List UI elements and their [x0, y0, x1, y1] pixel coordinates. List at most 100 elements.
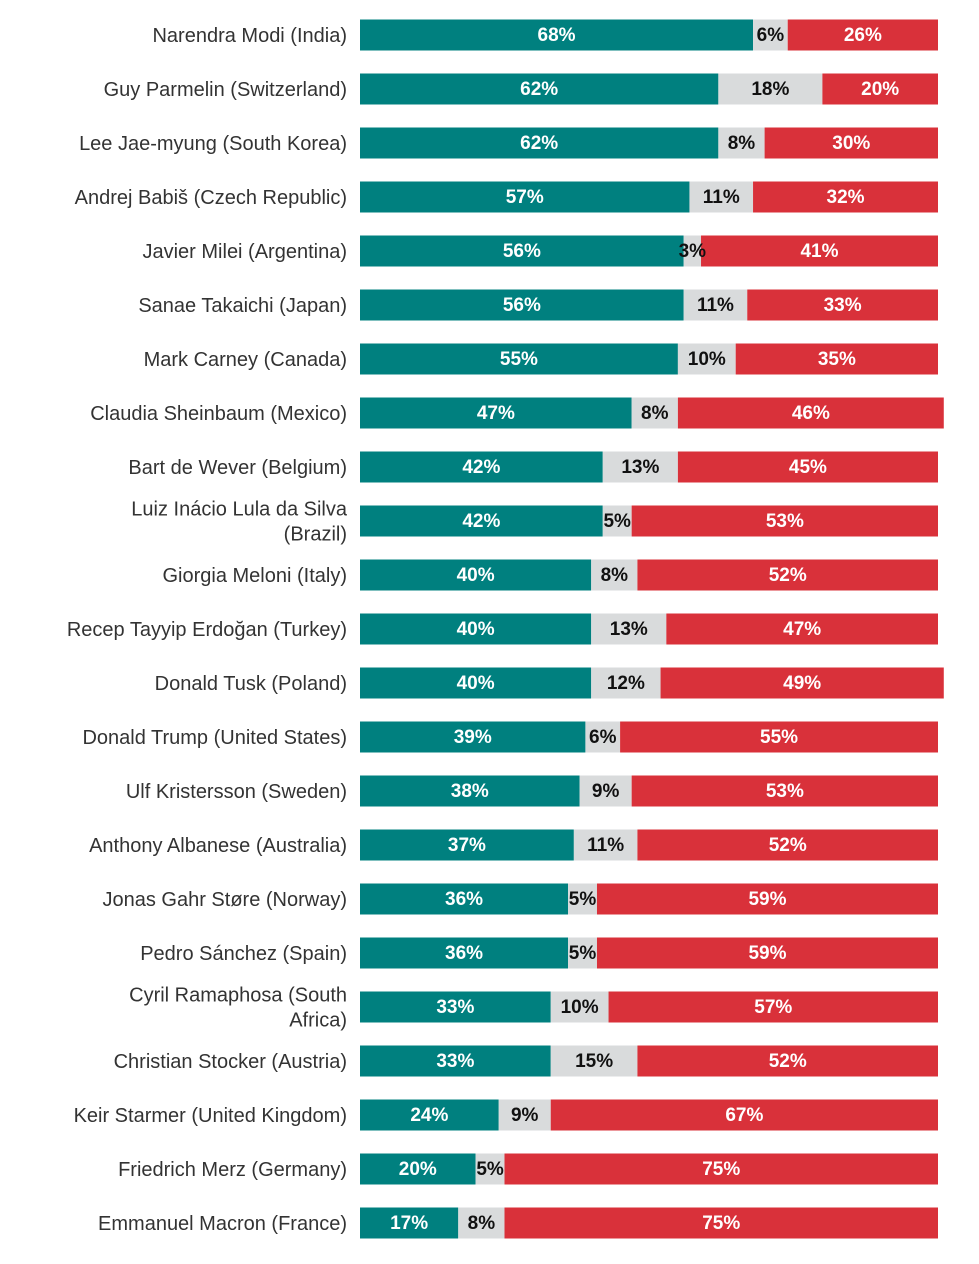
category-label: Ulf Kristersson (Sweden): [126, 781, 347, 803]
value-label-unsure: 5%: [569, 943, 597, 964]
bar-segment-unsure: [550, 1045, 638, 1077]
category-label: Giorgia Meloni (Italy): [162, 565, 347, 587]
value-label-approve: 42%: [462, 457, 500, 478]
category-label: Christian Stocker (Austria): [114, 1051, 347, 1073]
value-label-disapprove: 30%: [832, 133, 870, 154]
category-label: Recep Tayyip Erdoğan (Turkey): [67, 619, 347, 641]
category-label: Donald Tusk (Poland): [155, 673, 347, 695]
bar-segment-approve: [360, 451, 603, 483]
value-label-unsure: 12%: [607, 673, 645, 694]
value-label-unsure: 10%: [561, 997, 599, 1018]
bar-segment-disapprove: [764, 127, 938, 159]
value-label-unsure: 18%: [751, 79, 789, 100]
value-label-unsure: 13%: [610, 619, 648, 640]
value-label-approve: 33%: [436, 997, 474, 1018]
category-label: Narendra Modi (India): [152, 25, 347, 47]
bar-segment-approve: [360, 181, 690, 213]
value-label-approve: 55%: [500, 349, 538, 370]
category-label: Keir Starmer (United Kingdom): [74, 1105, 347, 1127]
category-label: Donald Trump (United States): [82, 727, 347, 749]
bar-segment-disapprove: [637, 1045, 938, 1077]
bar-segment-unsure: [585, 721, 621, 753]
value-label-unsure: 5%: [569, 889, 597, 910]
bar-segment-unsure: [591, 667, 661, 699]
value-label-disapprove: 20%: [861, 79, 899, 100]
value-label-disapprove: 53%: [766, 781, 804, 802]
category-label: Jonas Gahr Støre (Norway): [102, 889, 347, 911]
value-label-approve: 47%: [477, 403, 515, 424]
bar-segment-approve: [360, 1153, 476, 1185]
value-label-disapprove: 32%: [827, 187, 865, 208]
bar-segment-unsure: [579, 775, 632, 807]
bar-segment-unsure: [683, 289, 748, 321]
value-label-approve: 36%: [445, 943, 483, 964]
chart-row: Narendra Modi (India) 68% 6% 26%: [152, 19, 938, 51]
bar-segment-disapprove: [550, 1099, 938, 1131]
value-label-disapprove: 52%: [769, 1051, 807, 1072]
bar-segment-approve: [360, 721, 586, 753]
chart-row: Pedro Sánchez (Spain) 36% 5% 59%: [140, 937, 938, 969]
bar-segment-approve: [360, 289, 684, 321]
bar-segment-unsure: [591, 613, 667, 645]
bar-segment-unsure: [683, 235, 702, 267]
category-label: Andrej Babiš (Czech Republic): [75, 187, 347, 209]
bar-segment-approve: [360, 1099, 499, 1131]
bar-segment-disapprove: [753, 181, 938, 213]
value-label-unsure: 8%: [641, 403, 669, 424]
bar-segment-approve: [360, 73, 719, 105]
value-label-disapprove: 67%: [725, 1105, 763, 1126]
value-label-disapprove: 45%: [789, 457, 827, 478]
chart-row: Cyril Ramaphosa (South Africa) 33% 10% 57%: [129, 985, 938, 1032]
bar-segment-approve: [360, 991, 551, 1023]
category-label: Mark Carney (Canada): [144, 349, 347, 371]
value-label-approve: 62%: [520, 133, 558, 154]
bar-segment-disapprove: [822, 73, 938, 105]
value-label-unsure: 8%: [728, 133, 756, 154]
bar-segment-approve: [360, 505, 603, 537]
value-label-unsure: 11%: [587, 835, 624, 856]
value-label-unsure: 8%: [468, 1213, 496, 1234]
chart-row: Jonas Gahr Støre (Norway) 36% 5% 59%: [102, 883, 938, 915]
bar-segment-disapprove: [504, 1207, 938, 1239]
chart-row: Anthony Albanese (Australia) 37% 11% 52%: [89, 829, 938, 861]
bar-segment-approve: [360, 559, 592, 591]
bar-segment-disapprove: [677, 397, 944, 429]
bar-segment-approve: [360, 829, 574, 861]
chart-row: Keir Starmer (United Kingdom) 24% 9% 67%: [74, 1099, 938, 1131]
bar-segment-unsure: [689, 181, 754, 213]
bar-segment-disapprove: [637, 829, 938, 861]
bar-segment-approve: [360, 1207, 459, 1239]
bar-segment-disapprove: [735, 343, 938, 375]
category-label: Cyril Ramaphosa (South Africa): [129, 985, 347, 1032]
value-label-unsure: 15%: [575, 1051, 613, 1072]
value-label-approve: 20%: [399, 1159, 437, 1180]
value-label-unsure: 8%: [601, 565, 629, 586]
bar-segment-disapprove: [677, 451, 938, 483]
bar-segment-disapprove: [620, 721, 938, 753]
chart-row: Donald Tusk (Poland) 40% 12% 49%: [155, 667, 944, 699]
bar-segment-approve: [360, 613, 592, 645]
bar-segment-disapprove: [631, 775, 938, 807]
bar-segment-approve: [360, 343, 678, 375]
bar-segment-disapprove: [631, 505, 938, 537]
chart-row: Lee Jae-myung (South Korea) 62% 8% 30%: [79, 127, 938, 159]
bar-segment-unsure: [718, 127, 765, 159]
chart-row: Bart de Wever (Belgium) 42% 13% 45%: [128, 451, 938, 483]
value-label-unsure: 10%: [688, 349, 726, 370]
bar-segment-approve: [360, 775, 580, 807]
value-label-unsure: 5%: [603, 511, 631, 532]
bar-segment-disapprove: [637, 559, 938, 591]
bar-segment-unsure: [550, 991, 609, 1023]
chart-row: Giorgia Meloni (Italy) 40% 8% 52%: [162, 559, 938, 591]
bar-segment-disapprove: [596, 883, 938, 915]
bar-segment-approve: [360, 937, 569, 969]
value-label-unsure: 9%: [592, 781, 620, 802]
value-label-unsure: 3%: [679, 241, 707, 262]
bar-segment-disapprove: [504, 1153, 938, 1185]
value-label-disapprove: 33%: [824, 295, 862, 316]
value-label-unsure: 5%: [476, 1159, 504, 1180]
bar-segment-approve: [360, 1045, 551, 1077]
chart-row: Friedrich Merz (Germany) 20% 5% 75%: [118, 1153, 938, 1185]
bar-segment-approve: [360, 883, 569, 915]
